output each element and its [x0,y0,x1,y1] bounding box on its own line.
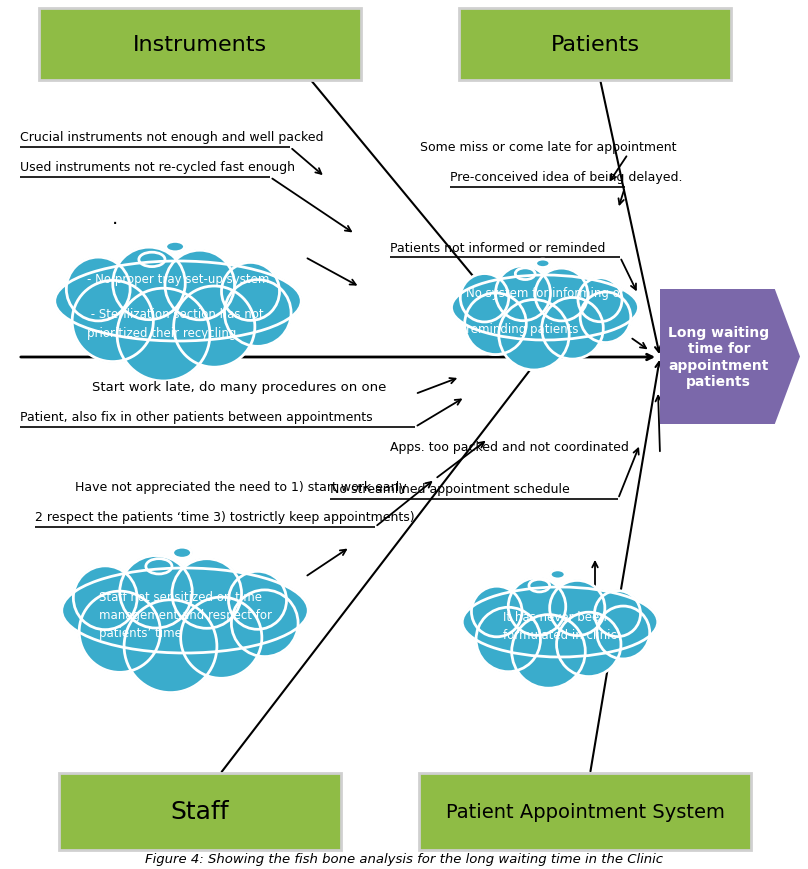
Text: .: . [112,209,118,227]
Circle shape [595,591,641,637]
Text: Apps. too packed and not coordinated: Apps. too packed and not coordinated [390,441,629,454]
Circle shape [221,263,280,321]
Circle shape [181,597,262,679]
Ellipse shape [452,275,638,341]
Circle shape [172,559,242,628]
Circle shape [541,298,604,360]
Circle shape [66,258,130,322]
Ellipse shape [529,580,549,592]
Text: Staff not sensitized on time
management and respect for
patients’ time: Staff not sensitized on time management … [99,591,271,640]
Circle shape [495,267,550,322]
Text: It has never been
formulated in clinic: It has never been formulated in clinic [503,610,617,641]
Text: Crucial instruments not enough and well packed: Crucial instruments not enough and well … [20,131,323,144]
Text: Patients not informed or reminded: Patients not informed or reminded [390,242,605,255]
Circle shape [508,578,566,635]
Text: Patient Appointment System: Patient Appointment System [445,802,725,821]
Circle shape [578,278,622,322]
Circle shape [74,567,137,630]
Ellipse shape [61,568,308,653]
Circle shape [476,607,541,672]
Circle shape [511,615,585,688]
Text: Pre-conceived idea of being delayed.: Pre-conceived idea of being delayed. [450,171,683,184]
Ellipse shape [55,262,301,342]
Ellipse shape [146,559,172,574]
Circle shape [597,607,650,660]
Circle shape [117,289,210,381]
Circle shape [499,301,569,370]
Text: No system for informing or

reminding patients: No system for informing or reminding pat… [465,287,625,335]
Circle shape [72,281,154,362]
FancyBboxPatch shape [59,773,341,850]
Ellipse shape [166,242,184,253]
Circle shape [580,293,631,343]
Circle shape [229,572,287,629]
Circle shape [120,556,192,628]
Text: Used instruments not re-cycled fast enough: Used instruments not re-cycled fast enou… [20,162,295,175]
Text: Figure 4: Showing the fish bone analysis for the long waiting time in the Clinic: Figure 4: Showing the fish bone analysis… [145,852,663,866]
Ellipse shape [139,253,165,268]
Circle shape [535,269,588,322]
Ellipse shape [173,547,191,559]
FancyBboxPatch shape [419,773,751,850]
Circle shape [165,251,234,321]
Circle shape [225,281,291,347]
Circle shape [557,613,621,677]
Text: Have not appreciated the need to 1) start work early: Have not appreciated the need to 1) star… [75,481,406,494]
Ellipse shape [462,587,658,657]
Circle shape [461,275,509,322]
Text: Start work late, do many procedures on one: Start work late, do many procedures on o… [92,381,386,394]
Circle shape [124,600,217,693]
Ellipse shape [536,260,550,269]
Text: No streamlined appointment schedule: No streamlined appointment schedule [330,483,570,496]
Circle shape [231,590,298,657]
Ellipse shape [550,570,565,580]
FancyBboxPatch shape [459,9,731,81]
Text: 2 respect the patients ‘time 3) to​strictly keep appointments): 2 respect the patients ‘time 3) to​stric… [35,511,415,524]
Circle shape [174,287,255,368]
Text: Long waiting
time for
appointment
patients: Long waiting time for appointment patien… [668,326,769,388]
Text: Some miss or come late for appointment: Some miss or come late for appointment [420,142,676,155]
Text: Patients: Patients [550,35,640,55]
Polygon shape [660,289,800,425]
Circle shape [113,248,185,321]
Ellipse shape [516,269,535,280]
Text: - No proper tray set-up system

 - Sterilization section has not
prioritized the: - No proper tray set-up system - Sterili… [86,272,269,339]
FancyBboxPatch shape [39,9,361,81]
Text: Staff: Staff [170,799,229,824]
Circle shape [549,580,605,636]
Circle shape [465,294,526,355]
Text: Patient, also fix in other patients between appointments: Patient, also fix in other patients betw… [20,411,372,424]
Circle shape [79,592,160,673]
Circle shape [471,587,522,637]
Text: Instruments: Instruments [133,35,267,55]
